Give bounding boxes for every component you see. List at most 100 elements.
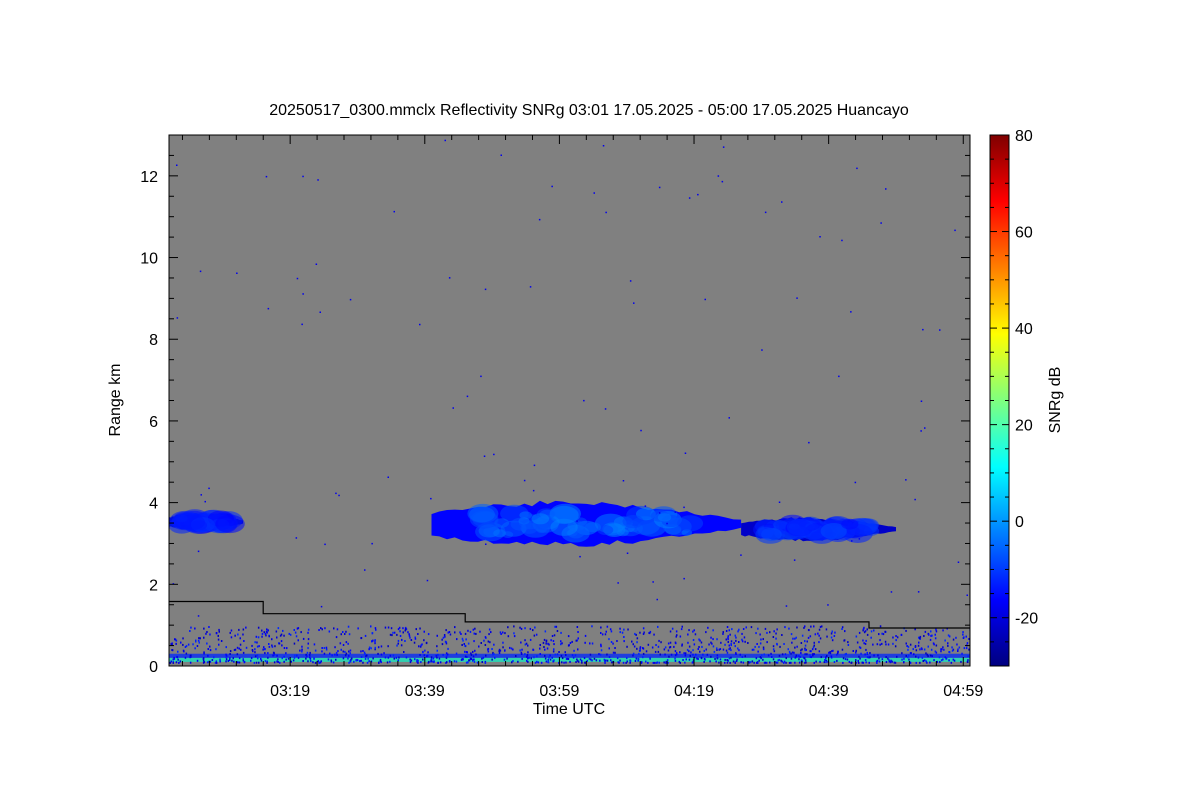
clutter-pixel: [825, 661, 827, 664]
clutter-pixel: [757, 650, 759, 653]
clutter-pixel: [788, 627, 790, 630]
clutter-pixel: [264, 632, 267, 635]
clutter-pixel: [935, 651, 938, 654]
clutter-pixel: [491, 648, 493, 650]
clutter-pixel: [720, 641, 722, 644]
clutter-pixel: [788, 650, 791, 653]
clutter-pixel: [891, 660, 893, 663]
clutter-pixel: [567, 658, 570, 660]
clutter-pixel: [642, 656, 644, 659]
clutter-pixel: [229, 657, 231, 660]
clutter-pixel: [655, 661, 658, 664]
clutter-pixel: [319, 661, 322, 664]
clutter-pixel: [772, 648, 775, 651]
clutter-pixel: [228, 659, 231, 661]
clutter-pixel: [256, 654, 259, 657]
clutter-pixel: [915, 661, 917, 664]
clutter-pixel: [254, 641, 256, 644]
clutter-pixel: [252, 650, 254, 653]
clutter-pixel: [347, 657, 349, 660]
clutter-pixel: [254, 651, 256, 654]
clutter-pixel: [366, 654, 368, 657]
clutter-pixel: [441, 638, 443, 641]
clutter-pixel: [799, 656, 801, 658]
clutter-pixel: [668, 655, 670, 658]
clutter-pixel: [348, 654, 350, 657]
clutter-pixel: [396, 644, 398, 647]
clutter-pixel: [307, 631, 309, 634]
clutter-pixel: [896, 655, 898, 658]
noise-pixel: [717, 175, 720, 177]
clutter-pixel: [684, 654, 687, 657]
clutter-pixel: [408, 633, 410, 636]
clutter-pixel: [837, 650, 839, 653]
clutter-pixel: [634, 660, 637, 662]
clutter-pixel: [809, 635, 812, 638]
clutter-pixel: [657, 650, 660, 653]
noise-pixel: [551, 185, 553, 188]
clutter-pixel: [887, 657, 889, 660]
clutter-pixel: [419, 627, 421, 630]
clutter-pixel: [231, 659, 233, 662]
clutter-pixel: [803, 656, 805, 659]
clutter-pixel: [290, 660, 292, 663]
clutter-pixel: [258, 645, 260, 648]
clutter-pixel: [510, 647, 513, 650]
clutter-pixel: [483, 639, 485, 642]
clutter-pixel: [599, 659, 601, 662]
clutter-pixel: [795, 636, 797, 639]
clutter-pixel: [462, 639, 464, 642]
clutter-pixel: [767, 654, 770, 657]
clutter-pixel: [796, 626, 798, 629]
clutter-pixel: [862, 661, 864, 664]
clutter-pixel: [481, 657, 483, 660]
clutter-pixel: [576, 658, 578, 661]
clutter-pixel: [669, 646, 672, 648]
clutter-pixel: [436, 649, 438, 652]
clutter-pixel: [314, 649, 317, 652]
clutter-pixel: [480, 642, 482, 644]
clutter-pixel: [829, 652, 832, 655]
clutter-pixel: [612, 642, 614, 645]
clutter-pixel: [242, 651, 245, 654]
clutter-pixel: [737, 647, 739, 650]
clutter-pixel: [397, 642, 399, 645]
clutter-pixel: [545, 660, 548, 663]
echo-cell: [636, 507, 656, 521]
clutter-pixel: [725, 649, 728, 652]
clutter-pixel: [395, 656, 398, 659]
clutter-pixel: [301, 650, 303, 653]
clutter-pixel: [478, 645, 480, 648]
noise-pixel: [605, 211, 607, 214]
clutter-pixel: [804, 649, 806, 652]
clutter-pixel: [472, 655, 475, 658]
clutter-pixel: [758, 659, 760, 662]
clutter-pixel: [690, 651, 692, 654]
clutter-pixel: [214, 661, 217, 664]
clutter-pixel: [676, 634, 678, 637]
clutter-pixel: [664, 646, 667, 649]
clutter-pixel: [271, 644, 273, 647]
clutter-pixel: [618, 661, 620, 664]
clutter-pixel: [671, 627, 674, 630]
clutter-pixel: [344, 633, 346, 635]
clutter-pixel: [776, 661, 779, 664]
clutter-pixel: [730, 644, 732, 647]
noise-pixel: [819, 236, 821, 238]
clutter-pixel: [396, 633, 398, 636]
echo-cell: [841, 518, 859, 530]
clutter-pixel: [387, 645, 389, 648]
clutter-pixel: [184, 656, 187, 659]
noise-pixel: [939, 329, 941, 331]
noise-pixel: [622, 480, 625, 482]
clutter-pixel: [424, 649, 426, 652]
clutter-pixel: [718, 661, 720, 664]
clutter-pixel: [755, 632, 757, 635]
clutter-pixel: [716, 647, 718, 650]
clutter-pixel: [273, 661, 276, 664]
clutter-pixel: [876, 659, 879, 662]
clutter-pixel: [473, 632, 475, 635]
clutter-pixel: [548, 643, 550, 646]
clutter-pixel: [772, 636, 775, 638]
clutter-pixel: [809, 650, 811, 653]
